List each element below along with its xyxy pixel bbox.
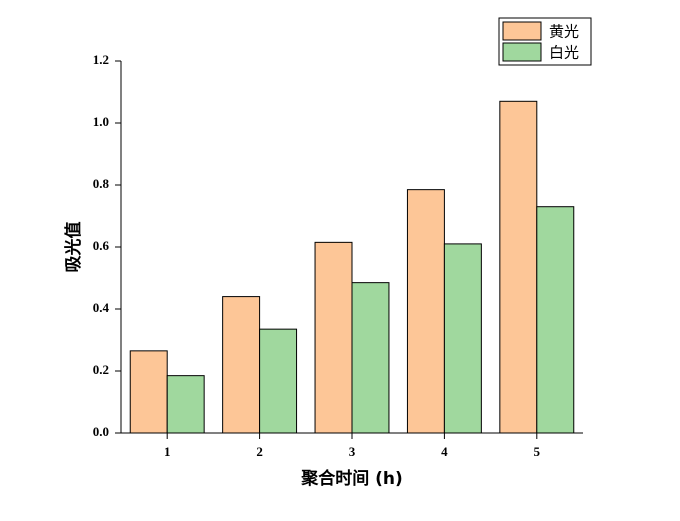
legend-label: 白光 (549, 44, 579, 62)
x-tick-label: 1 (164, 444, 171, 459)
legend-swatch (502, 21, 542, 41)
x-tick-label: 2 (256, 444, 263, 459)
bar (499, 100, 538, 434)
y-tick-label: 0.6 (93, 238, 110, 253)
x-tick-label: 4 (441, 444, 448, 459)
bar (166, 375, 205, 434)
bar (406, 189, 445, 434)
y-tick-label: 0.2 (93, 362, 109, 377)
bar (443, 243, 482, 434)
y-tick-label: 0.8 (93, 176, 110, 191)
legend-swatch (502, 42, 542, 62)
x-tick-label: 5 (534, 444, 541, 459)
y-tick-label: 0.4 (93, 300, 110, 315)
bar (129, 350, 168, 434)
x-tick-label: 3 (349, 444, 356, 459)
legend-label: 黄光 (549, 23, 579, 41)
bar (314, 241, 353, 434)
y-axis-label: 吸光值 (63, 222, 84, 273)
y-tick-label: 1.2 (93, 52, 109, 67)
x-axis-label: 聚合时间 (h) (300, 468, 403, 489)
y-tick-label: 1.0 (93, 114, 109, 129)
bar (259, 328, 298, 434)
y-tick-label: 0.0 (93, 424, 109, 439)
bar (351, 282, 390, 434)
bar (536, 206, 575, 434)
bar (222, 296, 261, 434)
